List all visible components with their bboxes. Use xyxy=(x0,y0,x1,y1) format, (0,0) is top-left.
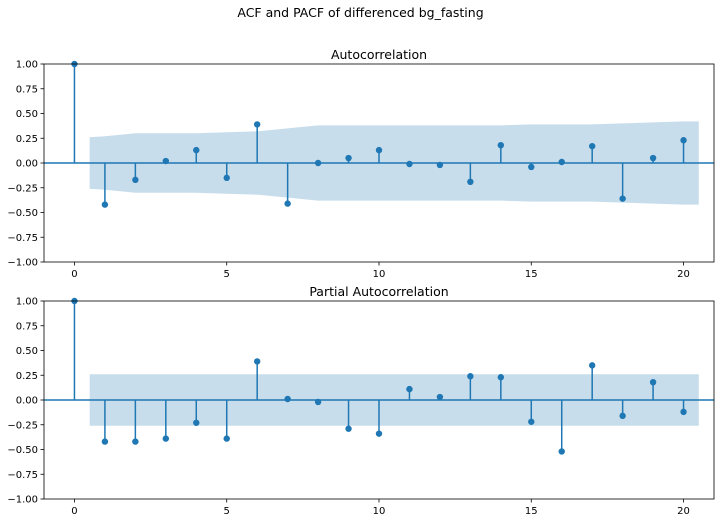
acf-marker-lag-18 xyxy=(619,195,626,202)
acf-marker-lag-14 xyxy=(497,141,505,149)
acf-marker-lag-9 xyxy=(345,154,352,162)
acf-ytick-label: 0.75 xyxy=(16,84,38,95)
acf-title: Autocorrelation xyxy=(331,47,427,62)
acf-marker-lag-10 xyxy=(375,146,383,154)
figure-suptitle: ACF and PACF of differenced bg_fasting xyxy=(237,5,484,20)
acf-marker-lag-13 xyxy=(467,178,474,186)
acf-ytick-label: −1.00 xyxy=(7,258,38,269)
acf-xtick-label: 20 xyxy=(677,269,690,280)
acf-xtick-label: 15 xyxy=(525,269,538,280)
acf-ytick-label: 0.00 xyxy=(16,159,38,170)
acf-marker-lag-2 xyxy=(132,176,139,184)
acf-ytick-label: 0.25 xyxy=(16,134,38,145)
acf-marker-lag-4 xyxy=(193,146,200,154)
acf-marker-lag-20 xyxy=(680,137,687,144)
acf-marker-lag-16 xyxy=(558,158,565,166)
acf-ytick-label: 0.50 xyxy=(16,109,38,120)
acf-marker-lag-12 xyxy=(436,161,444,169)
acf-marker-lag-1 xyxy=(101,201,109,208)
acf-marker-lag-3 xyxy=(162,157,170,165)
acf-ytick-label: −0.25 xyxy=(7,183,38,194)
acf-marker-lag-7 xyxy=(284,200,291,207)
acf-xtick-label: 5 xyxy=(224,269,230,280)
acf-marker-lag-5 xyxy=(223,174,230,182)
acf-xtick-label: 0 xyxy=(71,269,77,280)
acf-marker-lag-17 xyxy=(588,142,596,150)
acf-ytick-label: −0.75 xyxy=(7,233,38,244)
acf-marker-lag-11 xyxy=(406,160,413,168)
acf-marker-lag-8 xyxy=(314,159,322,167)
acf-plot-area: 1.00 0.75 0.50 0.25 0.00 −0.25 −0.50 −0.75 −1.00… xyxy=(7,60,715,280)
acf-marker-lag-19 xyxy=(649,154,657,162)
acf-xtick-label: 10 xyxy=(373,269,386,280)
acf-ytick-label: 1.00 xyxy=(16,60,38,71)
acf-ytick-label: −0.50 xyxy=(7,208,38,219)
acf-marker-lag-6 xyxy=(253,121,261,128)
acf-marker-lag-15 xyxy=(528,163,535,171)
